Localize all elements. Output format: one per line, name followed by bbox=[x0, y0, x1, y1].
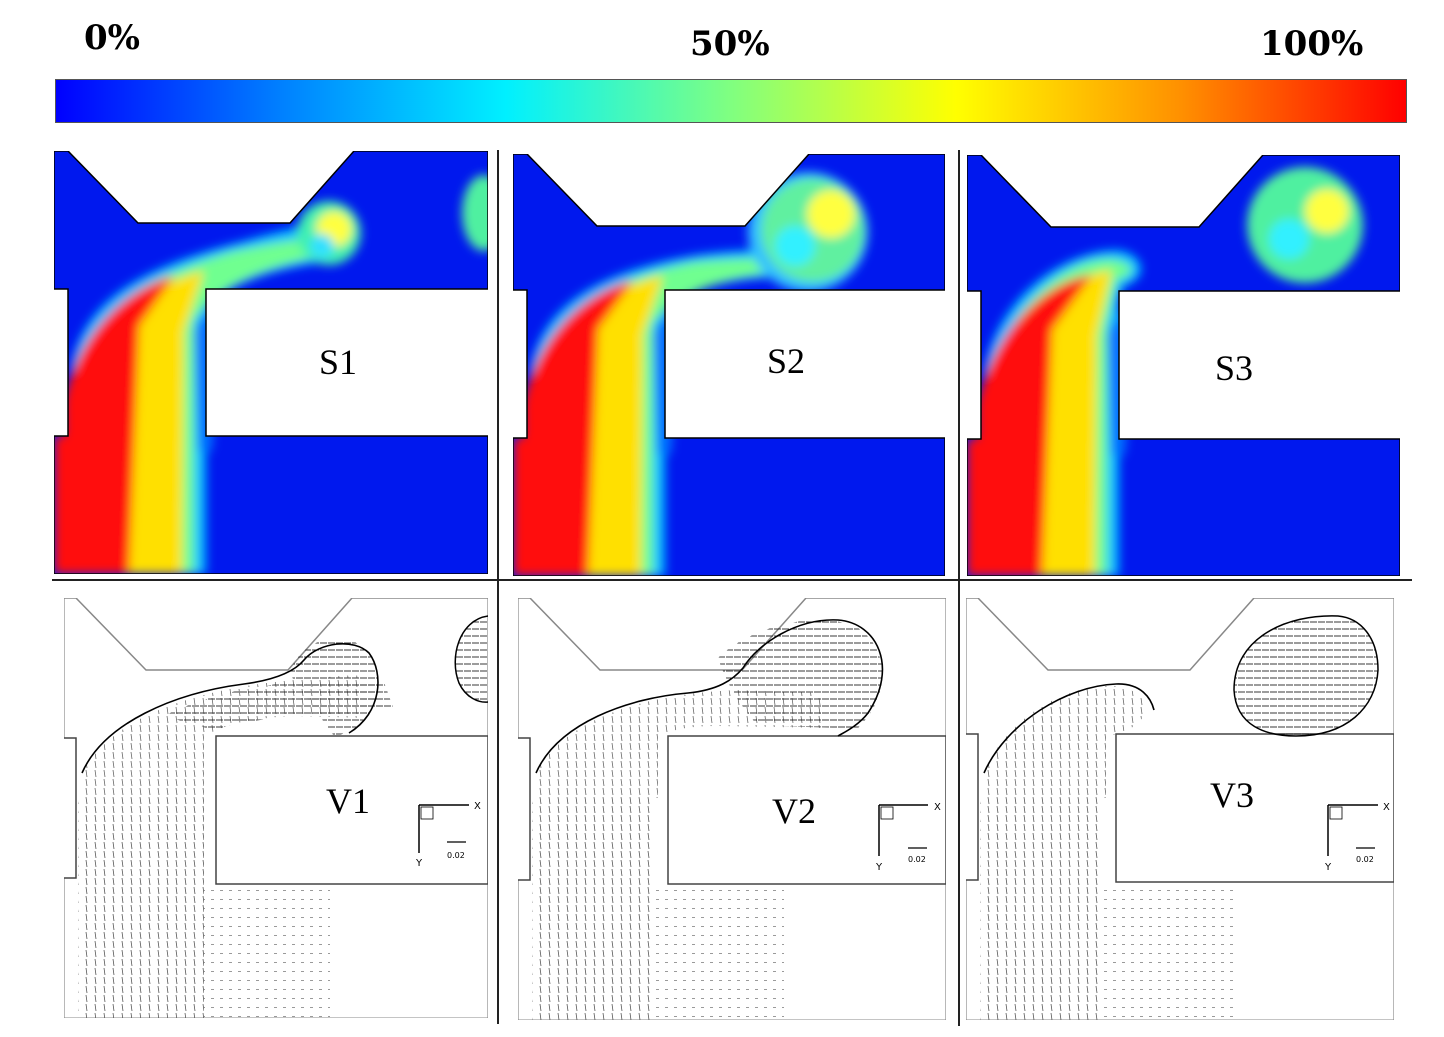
contour-panel-s1: S1 bbox=[54, 151, 488, 574]
colorbar-min-label: 0% bbox=[84, 18, 140, 58]
axis-y-label: Y bbox=[415, 858, 423, 869]
axes-glyph-v3: X Y 0.02 bbox=[1324, 802, 1390, 873]
axis-y-label: Y bbox=[875, 862, 883, 873]
divider-vertical-1 bbox=[497, 150, 499, 1024]
scale-vector-label: 0.02 bbox=[908, 855, 926, 864]
axis-x-label: X bbox=[1383, 802, 1390, 813]
divider-vertical-2 bbox=[958, 150, 960, 1026]
panel-label-s2: S2 bbox=[767, 341, 806, 381]
axes-glyph-v2: X Y 0.02 bbox=[875, 802, 941, 873]
scale-vector-label: 0.02 bbox=[447, 851, 465, 860]
colorbar-mid-label: 50% bbox=[690, 24, 770, 64]
scale-vector-label: 0.02 bbox=[1356, 855, 1374, 864]
vector-panel-v3: X Y 0.02 V3 bbox=[966, 598, 1394, 1020]
panel-label-s1: S1 bbox=[319, 342, 358, 382]
colorbar-max-label: 100% bbox=[1260, 24, 1364, 64]
colorbar bbox=[55, 79, 1407, 123]
vector-panel-v2: X Y 0.02 V2 bbox=[518, 598, 946, 1020]
contour-panel-s3: S3 bbox=[967, 155, 1400, 576]
divider-horizontal bbox=[52, 579, 1412, 581]
panel-label-v3: V3 bbox=[1210, 775, 1254, 815]
panel-label-v1: V1 bbox=[326, 781, 370, 821]
axis-y-label: Y bbox=[1324, 862, 1332, 873]
vector-panel-v1: X Y 0.02 V1 bbox=[64, 598, 488, 1018]
axis-x-label: X bbox=[474, 801, 481, 812]
panel-label-v2: V2 bbox=[772, 791, 816, 831]
axis-x-label: X bbox=[934, 802, 941, 813]
axes-glyph-v1: X Y 0.02 bbox=[415, 801, 481, 869]
contour-panel-s2: S2 bbox=[513, 154, 945, 576]
panel-label-s3: S3 bbox=[1215, 348, 1254, 388]
